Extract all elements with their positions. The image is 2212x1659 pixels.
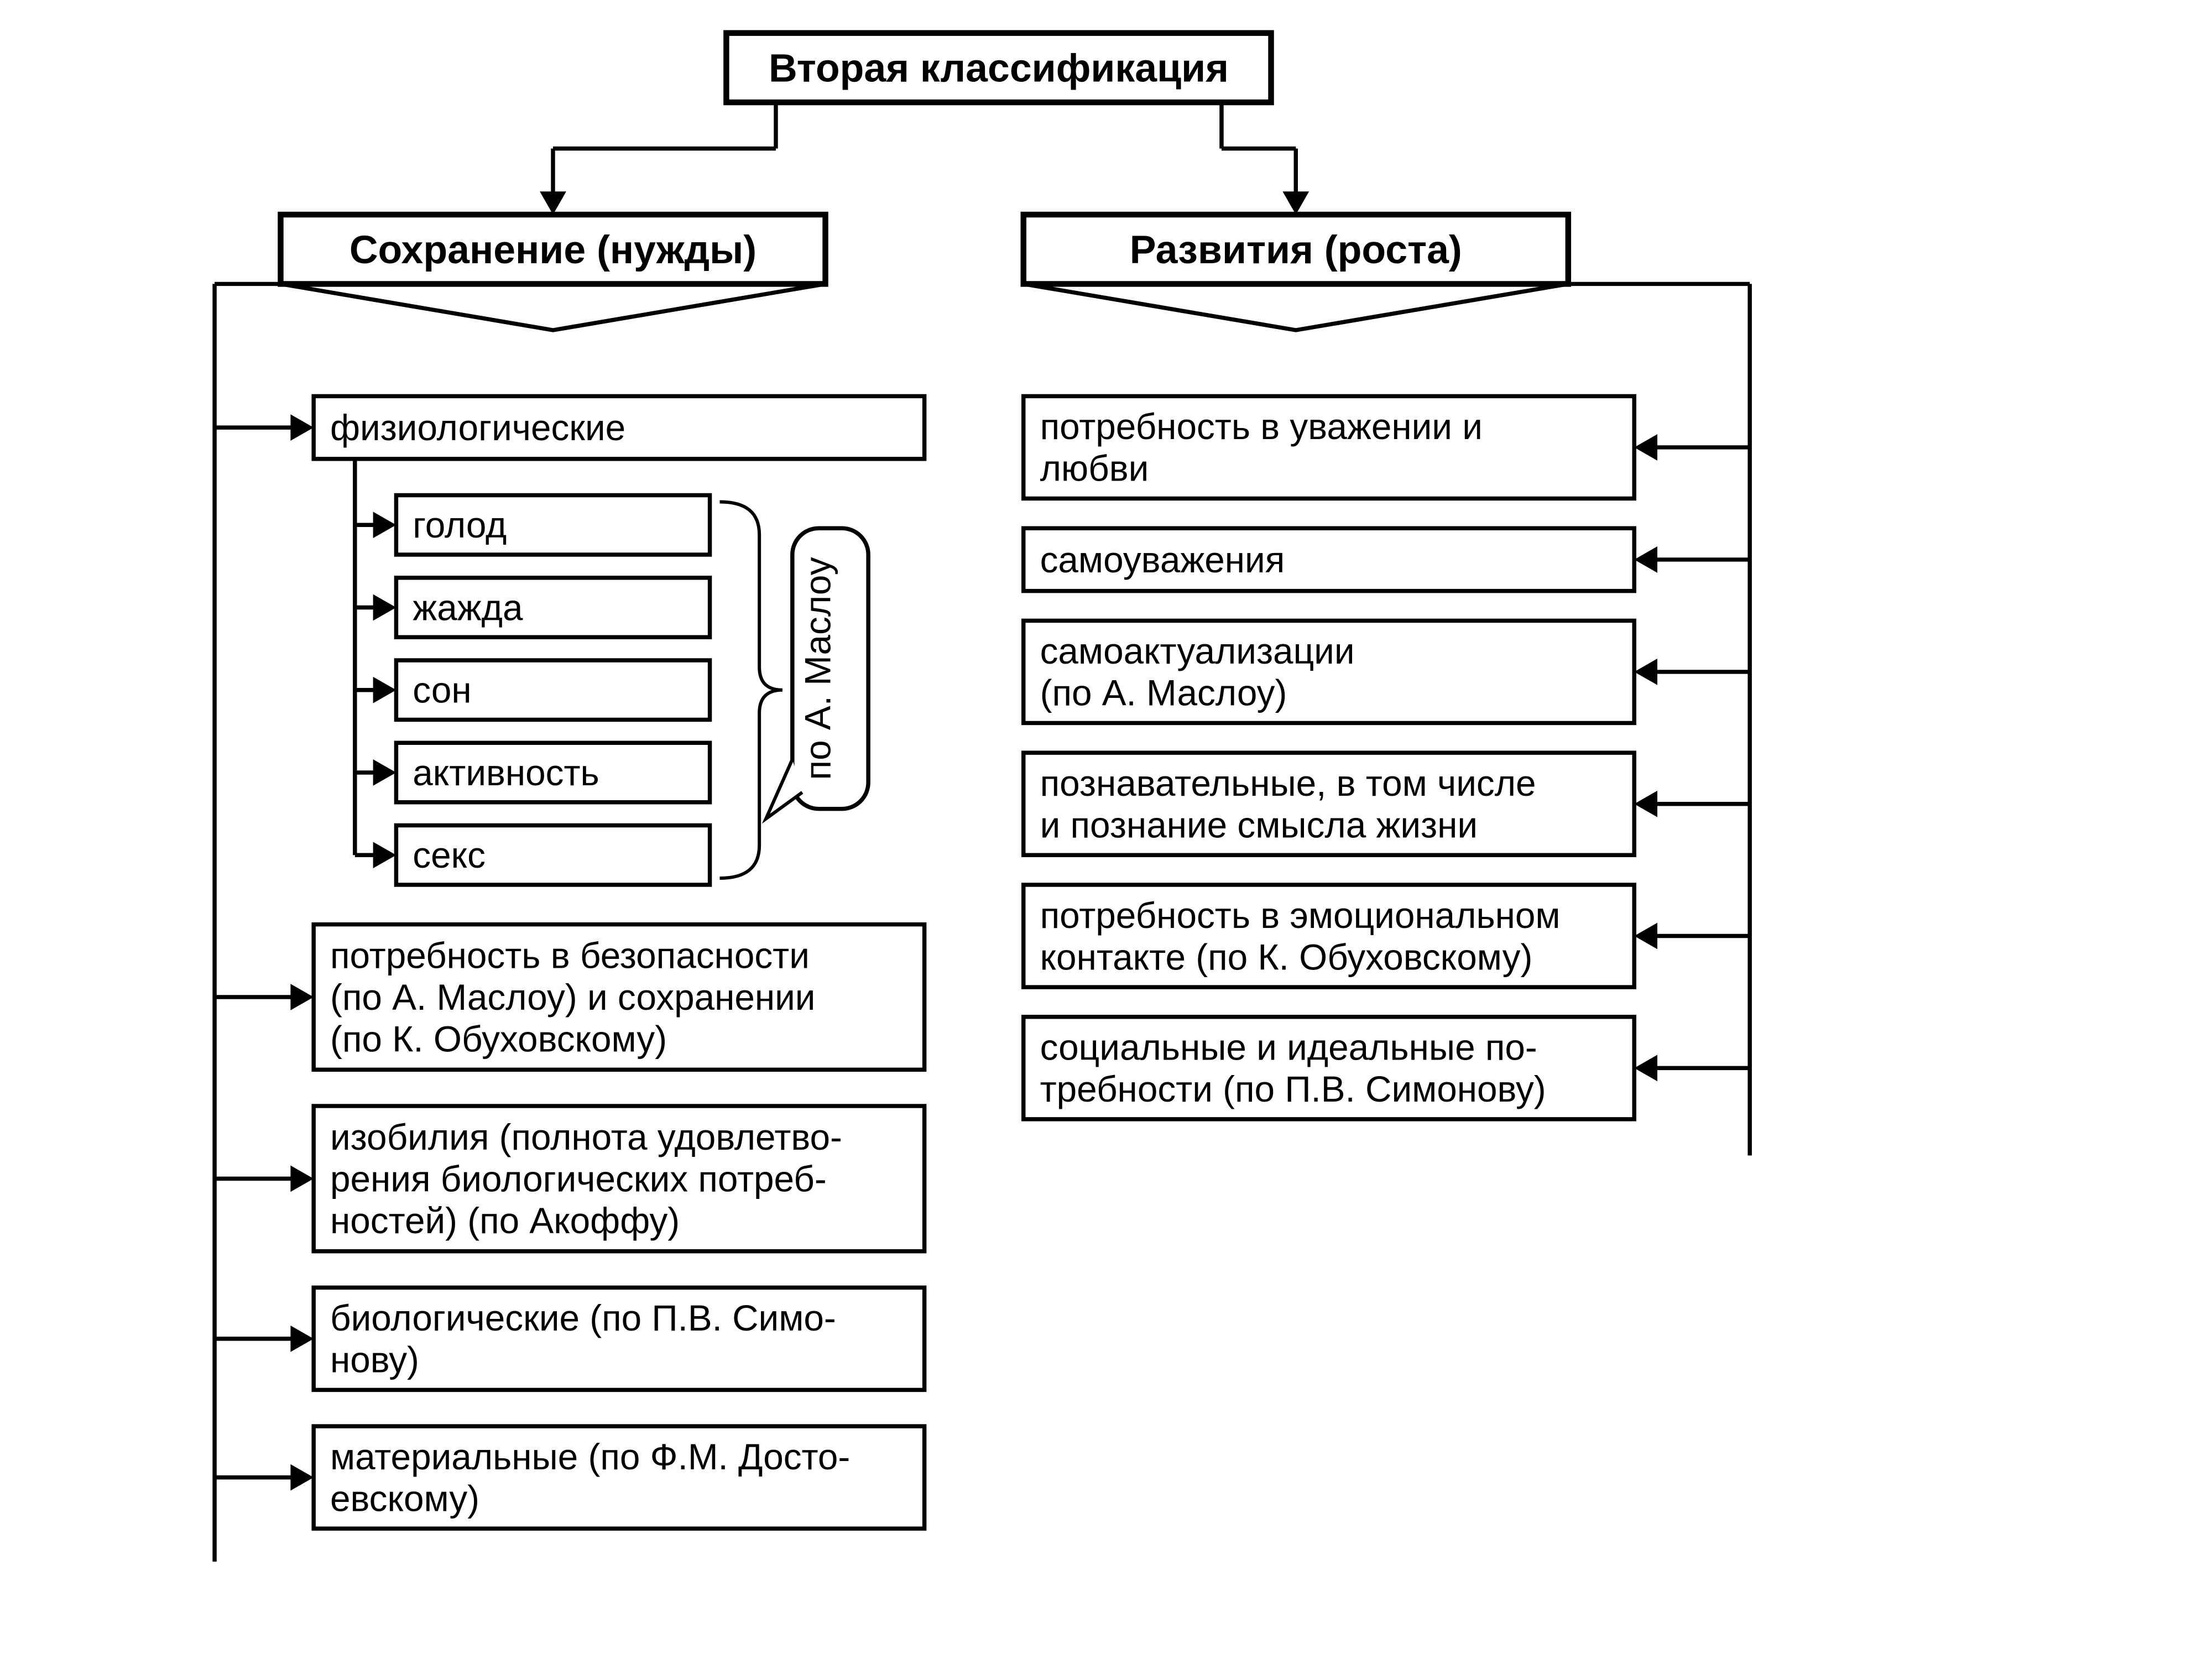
label-selfresp: самоуважения <box>1040 540 1285 580</box>
diagram-root: Вторая классификация Сохранение (нужды) Ра… <box>0 0 2212 1651</box>
label-head-left: Сохранение (нужды) <box>349 228 757 272</box>
flowchart-svg: Вторая классификация Сохранение (нужды) Ра… <box>0 0 2212 1651</box>
label-sleep: сон <box>413 670 471 711</box>
funnel <box>280 284 825 330</box>
funnel <box>1024 284 1568 330</box>
label-maslow: по А. Маслоу <box>797 557 838 780</box>
label-phys: физиологические <box>330 408 625 448</box>
label-head-right: Развития (роста) <box>1130 228 1462 272</box>
label-hunger: голод <box>413 505 507 545</box>
label-thirst: жажда <box>413 587 523 628</box>
label-active: активность <box>413 753 599 793</box>
label-sex: секс <box>413 835 486 875</box>
brace <box>719 502 782 878</box>
label-title: Вторая классификация <box>769 46 1229 90</box>
